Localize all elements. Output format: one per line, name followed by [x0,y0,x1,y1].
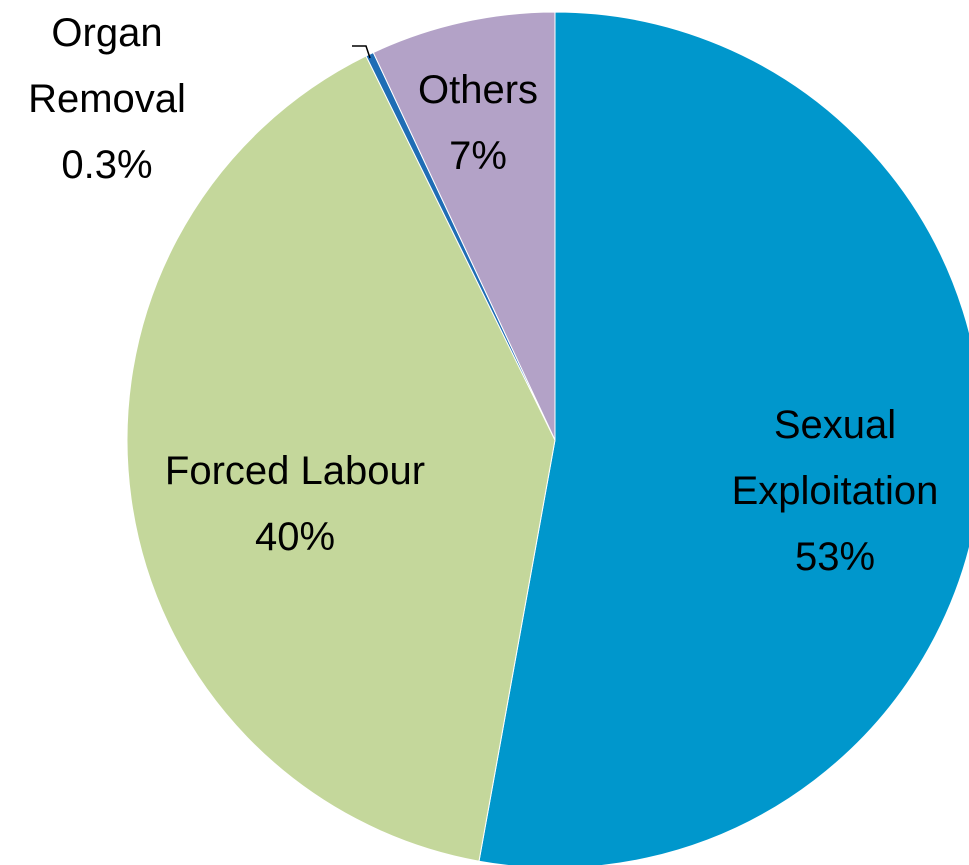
pie-slice [126,55,556,862]
value-label: 40% [254,515,336,559]
slice-label: Sexual Exploitation 53% [705,392,965,590]
slice-label: Organ Removal 0.3% [7,0,207,198]
value-label: 53% [794,535,876,579]
category-label: Sexual Exploitation [731,403,939,513]
pie-slice [478,11,969,865]
category-label: Forced Labour [164,449,426,493]
slice-label: Others 7% [388,57,568,189]
value-label: 7% [449,134,507,178]
slice-label: Forced Labour 40% [95,438,495,570]
category-label: Others [417,68,539,112]
category-label: Organ Removal [28,11,186,121]
value-label: 0.3% [61,143,153,187]
pie-slice [372,11,556,441]
leader-line [352,45,371,59]
